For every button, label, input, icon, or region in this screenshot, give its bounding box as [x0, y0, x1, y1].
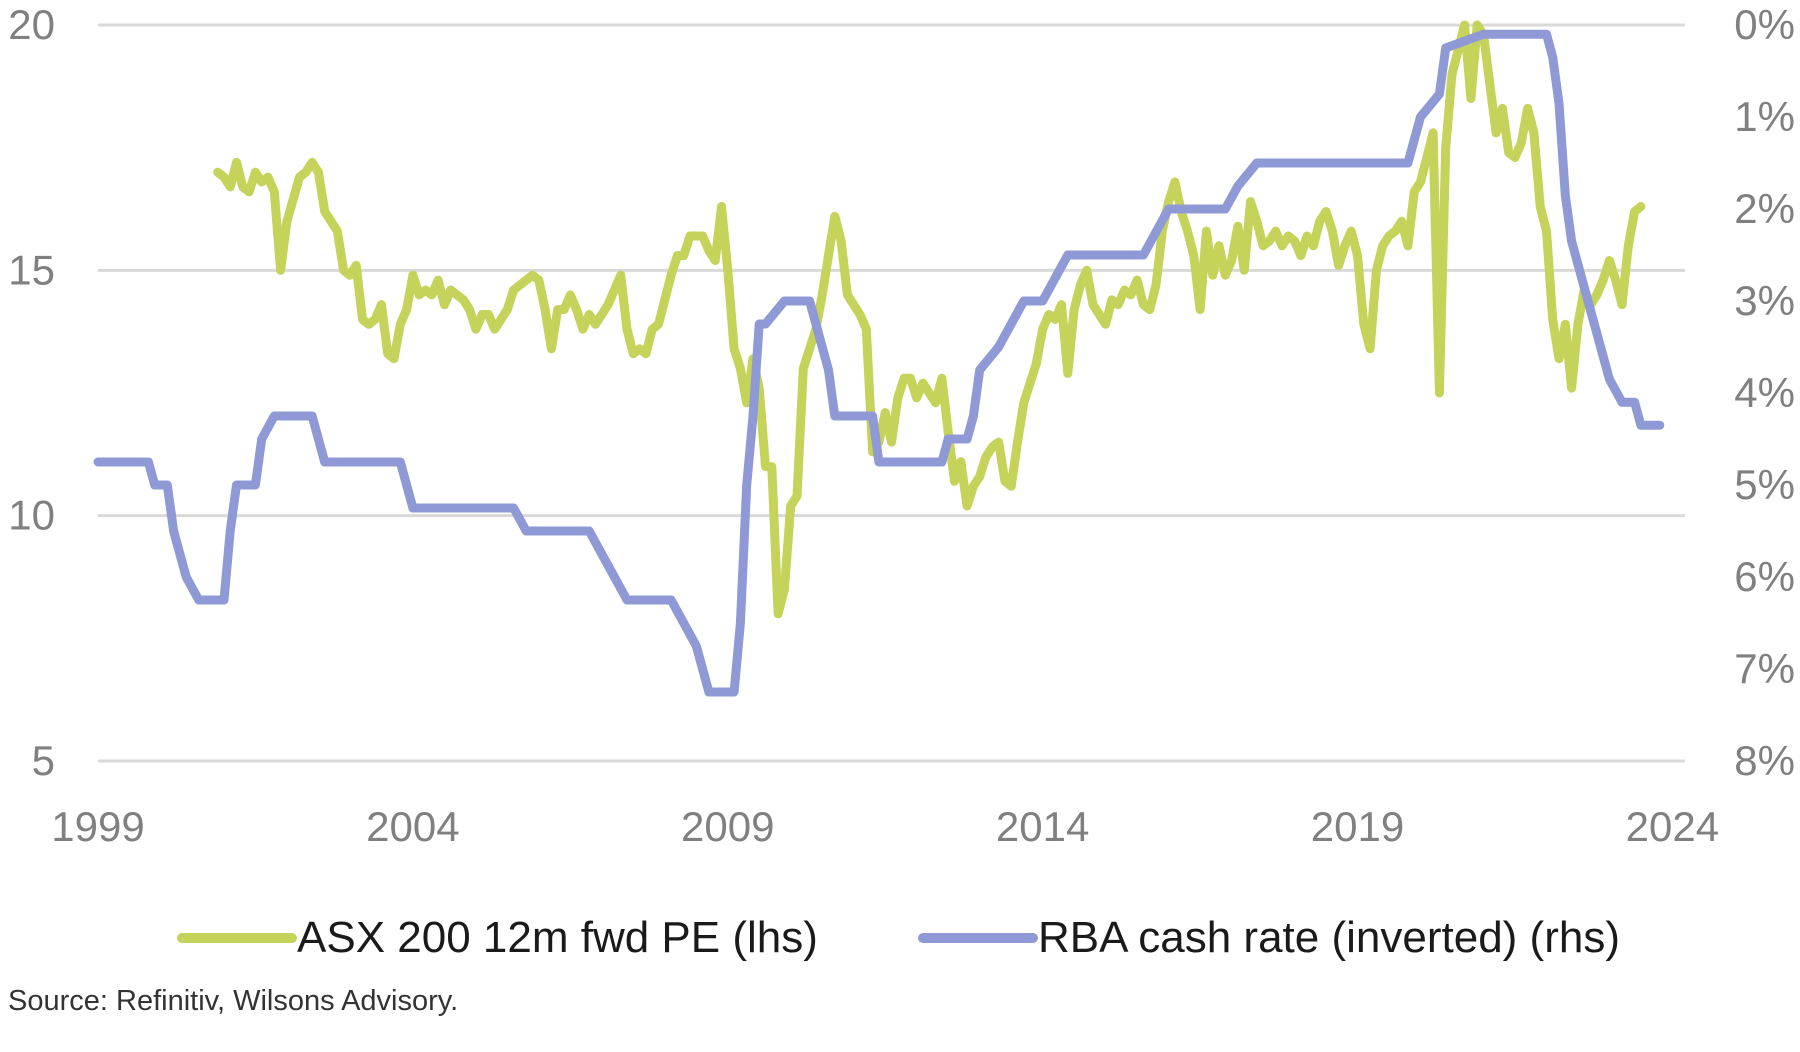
right-tick-label: 6%	[1734, 553, 1795, 600]
legend-label-rba: RBA cash rate (inverted) (rhs)	[1038, 913, 1620, 962]
x-axis: 1999 2004 2009 2014 2019 2024	[51, 803, 1719, 850]
right-tick-label: 4%	[1734, 369, 1795, 416]
right-tick-label: 8%	[1734, 737, 1795, 784]
right-axis: 0% 1% 2% 3% 4% 5% 6% 7% 8%	[1734, 1, 1795, 784]
left-axis: 20 15 10 5	[8, 1, 55, 784]
series-line-rba	[93, 29, 1665, 697]
left-tick-label: 5	[32, 737, 55, 784]
left-tick-label: 20	[8, 1, 55, 48]
legend: ASX 200 12m fwd PE (lhs) RBA cash rate (…	[177, 913, 1620, 962]
right-tick-label: 3%	[1734, 277, 1795, 324]
source-note: Source: Refinitiv, Wilsons Advisory.	[8, 985, 459, 1017]
legend-label-pe: ASX 200 12m fwd PE (lhs)	[297, 913, 818, 962]
right-tick-label: 7%	[1734, 645, 1795, 692]
x-tick-label: 2004	[366, 803, 459, 850]
left-tick-label: 10	[8, 492, 55, 539]
right-tick-label: 2%	[1734, 185, 1795, 232]
x-tick-label: 2024	[1626, 803, 1719, 850]
x-tick-label: 1999	[51, 803, 144, 850]
right-tick-label: 5%	[1734, 461, 1795, 508]
x-tick-label: 2019	[1311, 803, 1404, 850]
x-tick-label: 2009	[681, 803, 774, 850]
grid-lines	[98, 23, 1685, 763]
left-tick-label: 15	[8, 246, 55, 293]
series-line-pe	[213, 20, 1646, 619]
x-tick-label: 2014	[996, 803, 1089, 850]
right-tick-label: 0%	[1734, 1, 1795, 48]
series-lines	[93, 20, 1665, 697]
right-tick-label: 1%	[1734, 93, 1795, 140]
